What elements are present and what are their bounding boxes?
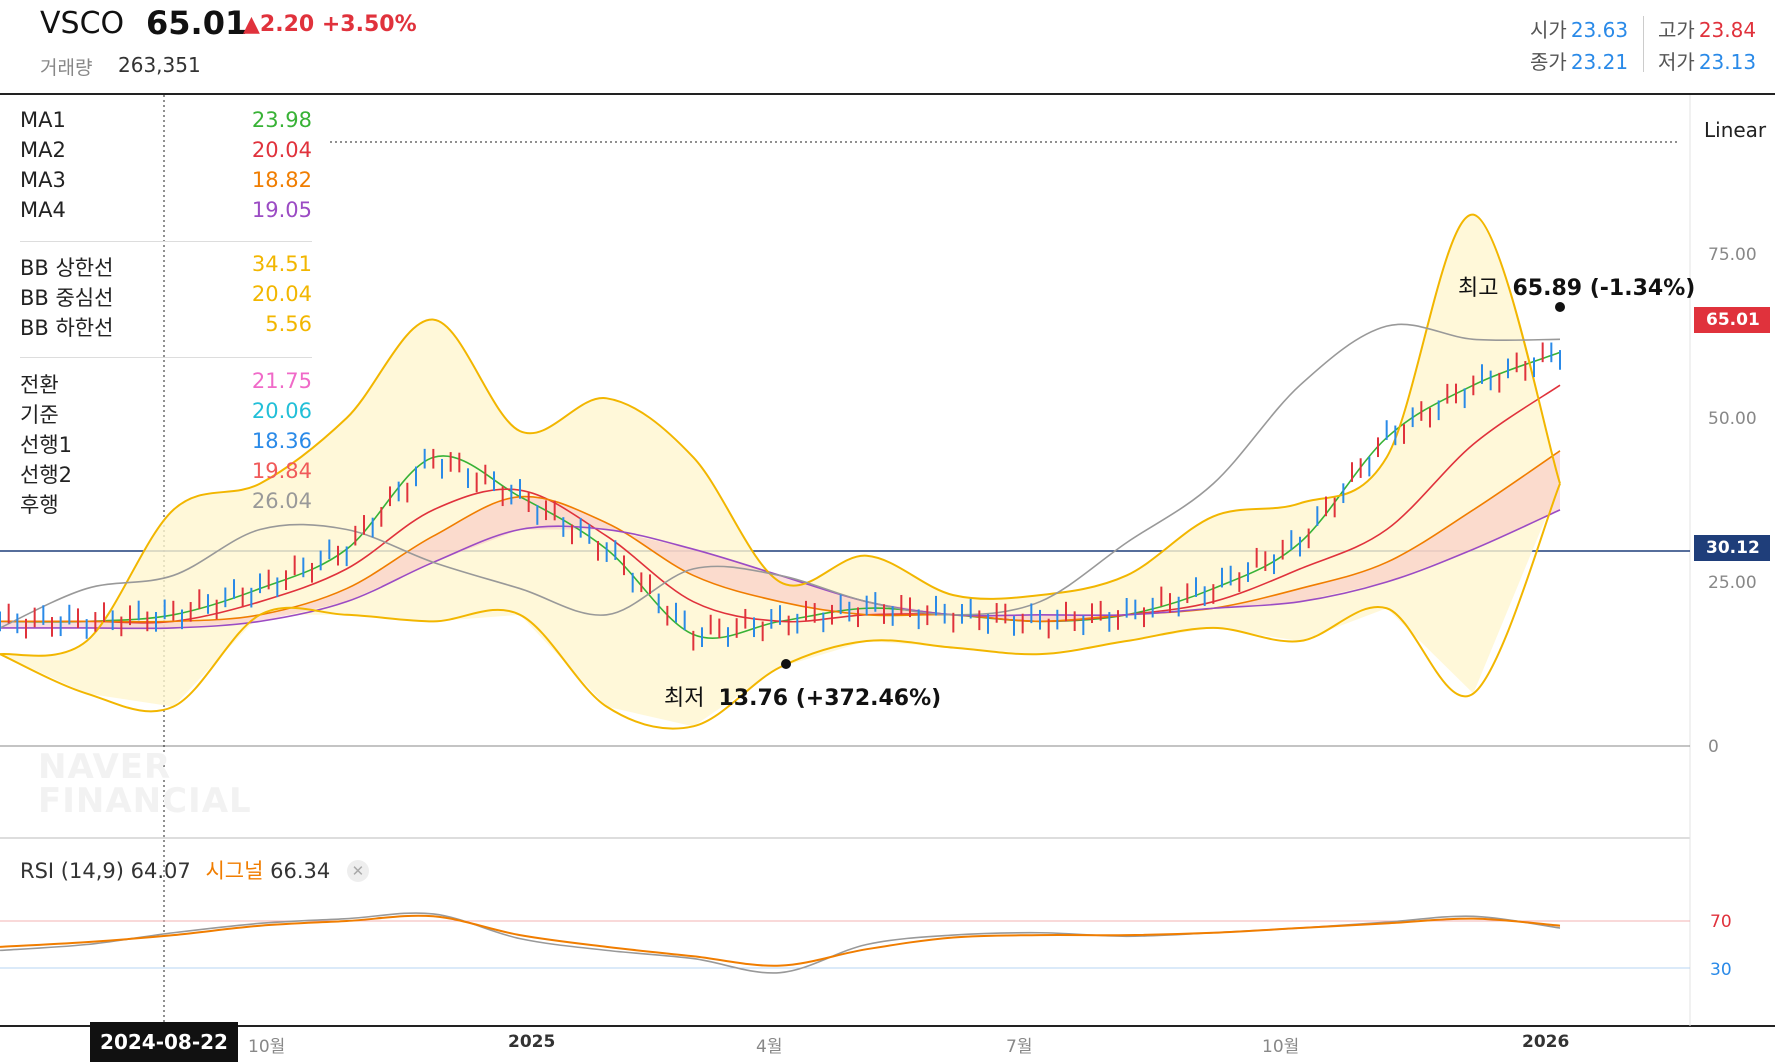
legend-value: 18.36 bbox=[251, 429, 312, 453]
legend-label: MA3 bbox=[20, 168, 66, 192]
legend-label: MA2 bbox=[20, 138, 66, 162]
ticker-symbol: VSCO bbox=[40, 6, 125, 41]
legend-label: 후행 bbox=[20, 493, 59, 517]
close-icon[interactable]: ✕ bbox=[346, 860, 369, 882]
legend-value: 19.84 bbox=[251, 459, 312, 483]
legend-row-bb-1: BB 중심선 20.04 bbox=[20, 282, 312, 312]
rsi-legend: RSI (14,9) 64.07 시그널 66.34 ✕ bbox=[20, 855, 369, 885]
close-price: 종가 23.21 bbox=[1530, 50, 1629, 74]
volume-value: 263,351 bbox=[118, 53, 201, 77]
high-annotation: 최고 65.89 (-1.34%) bbox=[1458, 276, 1696, 301]
legend-row-ma-3: MA4 19.05 bbox=[20, 198, 312, 228]
x-tick: 7월 bbox=[1006, 1037, 1033, 1057]
rsi-level-70: 70 bbox=[1710, 912, 1732, 932]
legend-label: 전환 bbox=[20, 373, 59, 397]
legend-row-ma-2: MA3 18.82 bbox=[20, 168, 312, 198]
high-marker bbox=[1555, 302, 1565, 312]
rsi-level-30: 30 bbox=[1710, 960, 1732, 980]
legend-row-bb-2: BB 하한선 5.56 bbox=[20, 312, 312, 342]
crosshair-date-badge: 2024-08-22 bbox=[90, 1022, 238, 1062]
x-tick: 10월 bbox=[248, 1037, 286, 1057]
legend-label: 기준 bbox=[20, 403, 59, 427]
series-line-0 bbox=[0, 351, 1561, 639]
legend-row-ichi-3: 선행2 19.84 bbox=[20, 459, 312, 489]
legend-row-ichi-1: 기준 20.06 bbox=[20, 399, 312, 429]
price-change: ▲2.20 +3.50% bbox=[243, 12, 417, 37]
legend-divider bbox=[20, 241, 312, 242]
x-tick: 10월 bbox=[1262, 1037, 1300, 1057]
legend-label: MA4 bbox=[20, 198, 66, 222]
series-line-5 bbox=[0, 483, 1561, 730]
bollinger-legend: BB 상한선 34.51 BB 중심선 20.04 BB 하한선 5.56 bbox=[20, 252, 312, 342]
legend-divider bbox=[20, 357, 312, 358]
ichimoku-cloud bbox=[0, 450, 1560, 628]
legend-label: 선행1 bbox=[20, 433, 73, 457]
high-price: 고가 23.84 bbox=[1658, 18, 1757, 42]
y-tick: 25.00 bbox=[1708, 573, 1757, 593]
x-tick: 2026 bbox=[1522, 1032, 1570, 1052]
rsi-line bbox=[0, 912, 1561, 974]
legend-label: BB 하한선 bbox=[20, 316, 114, 340]
x-tick: 4월 bbox=[756, 1037, 783, 1057]
legend-row-bb-0: BB 상한선 34.51 bbox=[20, 252, 312, 282]
legend-label: 선행2 bbox=[20, 463, 73, 487]
quote-header: VSCO 65.01 ▲2.20 +3.50% 거래량 263,351 시가 23… bbox=[0, 0, 1775, 95]
ichimoku-legend: 전환 21.75 기준 20.06 선행1 18.36 선행2 19.84 후행 26.04 bbox=[20, 369, 312, 519]
scale-mode-toggle[interactable]: Linear bbox=[1704, 118, 1767, 142]
legend-value: 20.04 bbox=[251, 138, 312, 162]
legend-value: 20.04 bbox=[251, 282, 312, 306]
legend-label: MA1 bbox=[20, 108, 66, 132]
low-price: 저가 23.13 bbox=[1658, 50, 1757, 74]
series-line-4 bbox=[0, 213, 1561, 657]
legend-value: 18.82 bbox=[251, 168, 312, 192]
legend-label: BB 상한선 bbox=[20, 256, 114, 280]
y-tick: 0 bbox=[1708, 737, 1719, 757]
open-price: 시가 23.63 bbox=[1530, 18, 1629, 42]
series-line-6 bbox=[0, 323, 1561, 629]
legend-value: 26.04 bbox=[251, 489, 312, 513]
crosshair-price-badge: 30.12 bbox=[1694, 535, 1770, 561]
rsi-signal-line bbox=[0, 914, 1561, 967]
naver-financial-watermark: NAVER FINANCIAL bbox=[38, 747, 252, 821]
low-marker bbox=[781, 659, 791, 669]
legend-row-ma-0: MA1 23.98 bbox=[20, 108, 312, 138]
legend-value: 5.56 bbox=[265, 312, 312, 336]
volume-label: 거래량 bbox=[40, 57, 93, 79]
y-tick: 75.00 bbox=[1708, 245, 1757, 265]
y-tick: 50.00 bbox=[1708, 409, 1757, 429]
last-price-badge: 65.01 bbox=[1694, 307, 1770, 333]
ma-legend: MA1 23.98 MA2 20.04 MA3 18.82 MA4 19.05 bbox=[20, 108, 312, 228]
low-annotation: 최저 13.76 (+372.46%) bbox=[664, 686, 942, 711]
current-price: 65.01 bbox=[146, 4, 248, 42]
legend-value: 20.06 bbox=[251, 399, 312, 423]
legend-value: 34.51 bbox=[251, 252, 312, 276]
legend-row-ichi-2: 선행1 18.36 bbox=[20, 429, 312, 459]
legend-value: 19.05 bbox=[251, 198, 312, 222]
legend-row-ma-1: MA2 20.04 bbox=[20, 138, 312, 168]
x-tick: 2025 bbox=[508, 1032, 556, 1052]
legend-value: 23.98 bbox=[251, 108, 312, 132]
ohlc-separator bbox=[1643, 16, 1644, 72]
legend-value: 21.75 bbox=[251, 369, 312, 393]
legend-row-ichi-4: 후행 26.04 bbox=[20, 489, 312, 519]
legend-label: BB 중심선 bbox=[20, 286, 114, 310]
legend-row-ichi-0: 전환 21.75 bbox=[20, 369, 312, 399]
